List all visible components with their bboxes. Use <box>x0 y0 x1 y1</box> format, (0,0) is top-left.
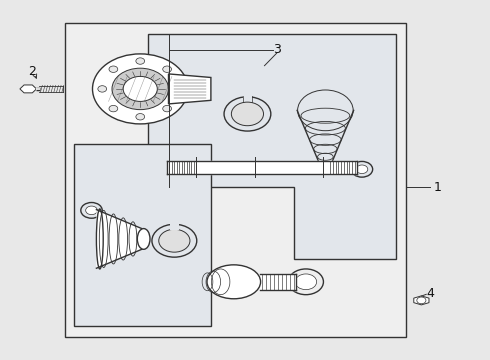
Text: 1: 1 <box>434 181 441 194</box>
Polygon shape <box>243 94 252 102</box>
Circle shape <box>123 76 157 102</box>
Circle shape <box>231 102 264 126</box>
Polygon shape <box>170 222 179 230</box>
Polygon shape <box>20 85 36 93</box>
Text: 2: 2 <box>28 64 36 77</box>
Polygon shape <box>65 23 406 337</box>
Polygon shape <box>169 74 211 104</box>
Polygon shape <box>147 33 396 258</box>
Circle shape <box>93 54 188 124</box>
Circle shape <box>86 206 98 215</box>
Circle shape <box>174 86 183 92</box>
Text: 3: 3 <box>273 43 281 56</box>
Circle shape <box>295 274 317 290</box>
Circle shape <box>109 66 118 72</box>
Ellipse shape <box>207 265 261 299</box>
Polygon shape <box>414 296 429 305</box>
Ellipse shape <box>137 229 150 249</box>
Circle shape <box>356 165 368 174</box>
Circle shape <box>163 66 172 72</box>
Circle shape <box>136 58 145 64</box>
Circle shape <box>163 105 172 112</box>
Circle shape <box>109 105 118 112</box>
Circle shape <box>112 68 169 110</box>
Circle shape <box>159 229 190 252</box>
Polygon shape <box>97 210 144 268</box>
Polygon shape <box>74 144 211 327</box>
Text: 4: 4 <box>426 287 434 300</box>
Circle shape <box>136 113 145 120</box>
Circle shape <box>98 86 107 92</box>
